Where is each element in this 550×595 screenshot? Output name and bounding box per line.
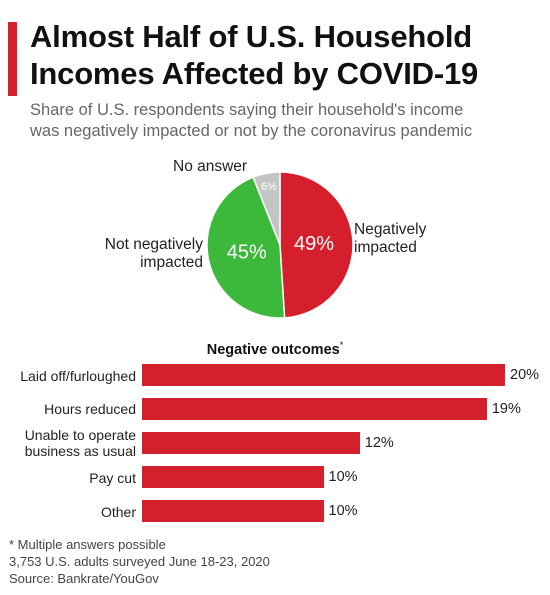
pie-label-not-negatively-impacted: Not negatively impacted (60, 236, 203, 272)
pie-label-no-answer: No answer (173, 158, 247, 176)
bar-chart-title-marker: * (339, 340, 344, 350)
pie-value-label: 45% (227, 241, 267, 263)
title-accent-bar (8, 22, 17, 96)
survey-note: 3,753 U.S. adults surveyed June 18-23, 2… (9, 554, 270, 569)
footnote: * Multiple answers possible (9, 537, 166, 552)
source-note: Source: Bankrate/YouGov (9, 571, 159, 586)
bar-value-label: 12% (364, 435, 394, 451)
pie-chart: 49% 45% 6% (206, 171, 354, 319)
bar-value-label: 20% (510, 367, 540, 383)
chart-subtitle-line: was negatively impacted or not by the co… (30, 122, 473, 140)
pie-value-label: 49% (294, 233, 334, 255)
bar-value-label: 19% (491, 401, 521, 417)
pie-label-line: Not negatively (104, 236, 203, 253)
bar-category-label: Pay cut (0, 470, 136, 486)
bar-chart-title: Negative outcomes* (0, 340, 550, 358)
bar-category-label: Unable to operate business as usual (0, 427, 136, 459)
bar-category-label-line: Unable to operate (24, 427, 136, 443)
pie-label-line: impacted (354, 239, 417, 256)
bar-category-label-line: business as usual (24, 443, 136, 459)
pie-value-label: 6% (261, 181, 277, 193)
pie-label-line: impacted (140, 254, 203, 271)
bar (142, 500, 324, 522)
chart-title: Almost Half of U.S. Household Incomes Af… (30, 18, 545, 92)
bar-category-label-line: Other (100, 504, 136, 520)
bar-value-label: 10% (328, 469, 358, 485)
bar-category-label: Other (0, 504, 136, 520)
bar (142, 432, 360, 454)
chart-title-line: Incomes Affected by COVID-19 (30, 56, 479, 91)
bar-category-label-line: Laid off/furloughed (20, 368, 136, 384)
bar-value-label: 10% (328, 503, 358, 519)
bar-chart-title-text: Negative outcomes (206, 342, 340, 358)
bar (142, 364, 505, 386)
pie-slices (206, 171, 354, 319)
pie-slice (279, 171, 354, 319)
bar-category-label: Hours reduced (0, 401, 136, 417)
chart-footer: * Multiple answers possible 3,753 U.S. a… (9, 536, 270, 587)
chart-subtitle: Share of U.S. respondents saying their h… (30, 100, 545, 142)
bar-category-label-line: Pay cut (89, 470, 136, 486)
chart-subtitle-line: Share of U.S. respondents saying their h… (30, 101, 464, 119)
pie-value-labels: 49% 45% 6% (227, 181, 334, 263)
bar (142, 466, 324, 488)
pie-slice (252, 171, 281, 246)
pie-label-line: No answer (173, 158, 248, 175)
bar-category-label-line: Hours reduced (44, 401, 136, 417)
chart-title-line: Almost Half of U.S. Household (30, 19, 472, 54)
pie-label-line: Negatively (354, 221, 427, 238)
pie-slice (206, 176, 286, 319)
pie-label-negatively-impacted: Negatively impacted (354, 221, 426, 257)
bar-category-label: Laid off/furloughed (0, 368, 136, 384)
bar (142, 398, 487, 420)
